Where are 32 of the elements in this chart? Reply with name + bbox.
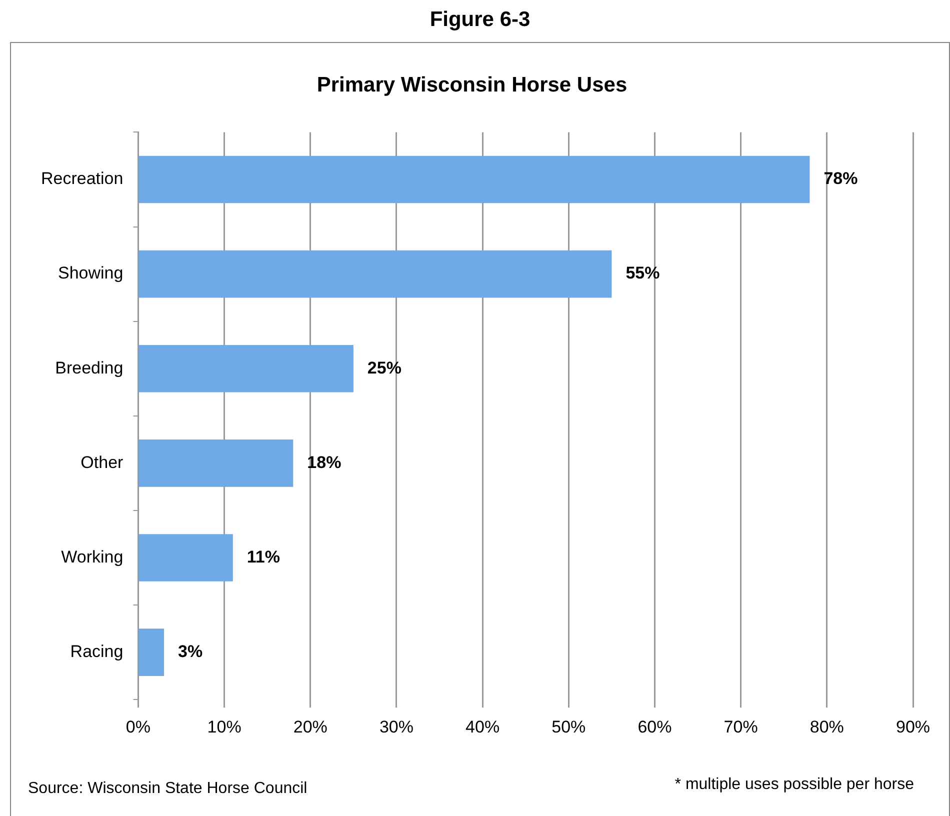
y-tick-label: Showing [58,264,124,283]
bar [138,440,294,487]
bar [138,628,164,676]
bar [138,534,233,582]
x-tick-label: 40% [466,717,500,736]
y-tick-label: Breeding [55,358,124,378]
x-tick-label: 60% [638,717,672,736]
x-tick-label: 70% [724,717,758,736]
chart-title: Figure 6-3 [428,8,532,32]
x-tick-label: 20% [293,717,328,736]
y-tick-label: Recreation [40,169,124,188]
data-label: 3% [178,642,203,662]
y-tick-label: Working [61,547,124,566]
x-tick-label: 50% [552,717,586,736]
bar [138,156,810,204]
y-tick-label: Racing [70,642,124,662]
data-label: 78% [824,169,858,188]
source-note: Source: Wisconsin State Horse Council [28,780,308,798]
x-tick-label: 90% [896,717,930,736]
y-tick-label: Other [80,452,124,472]
x-tick-label: 30% [379,717,414,736]
bar [138,344,354,392]
data-label: 55% [626,264,660,283]
bar [138,250,612,298]
x-tick-label: 80% [810,717,844,736]
chart-subtitle: Primary Wisconsin Horse Uses [316,73,628,96]
data-label: 18% [307,452,342,472]
data-label: 25% [367,358,402,378]
text: * multiple uses possible per horse [674,776,914,794]
x-tick-label: 10% [207,717,242,736]
x-tick-label: 0% [126,717,150,736]
data-label: 11% [246,547,280,566]
